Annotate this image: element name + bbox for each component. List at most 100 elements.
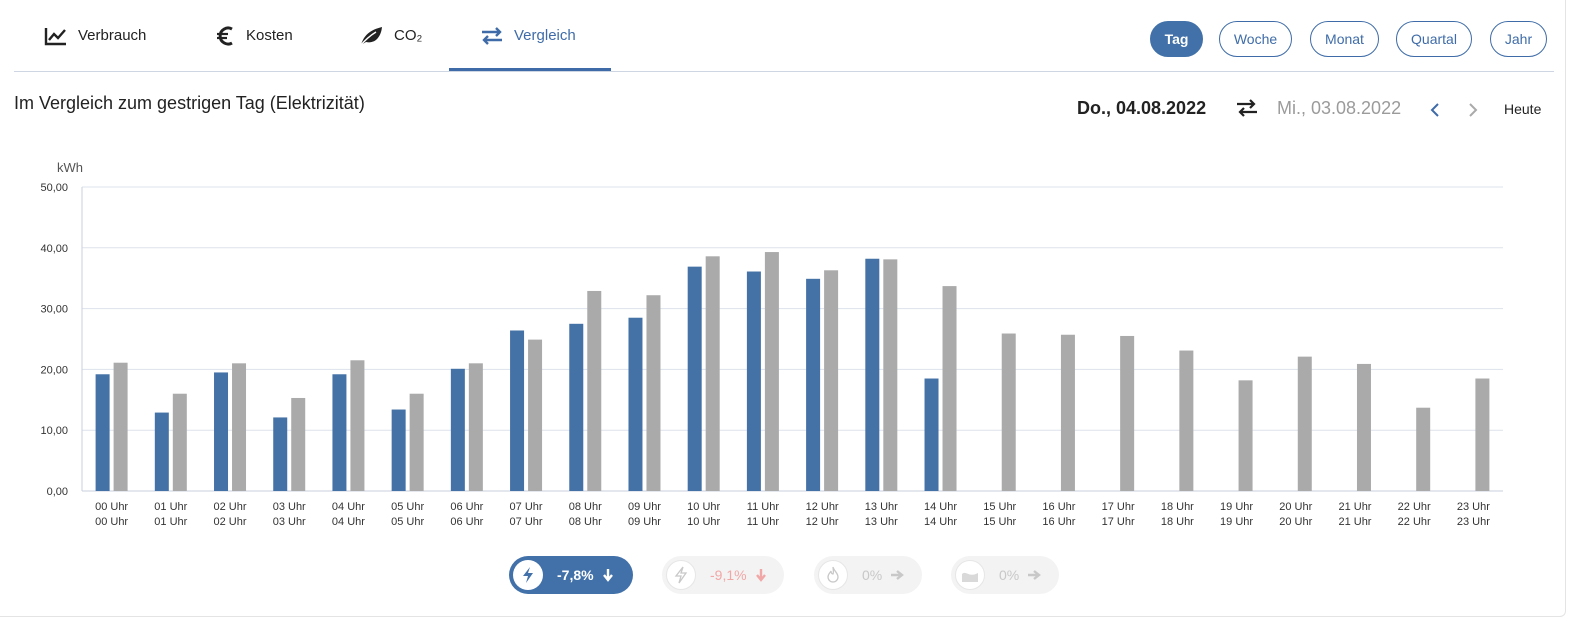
bar-compare-day[interactable] <box>646 295 661 491</box>
trend-chart-icon <box>44 26 68 46</box>
x-tick-label-current: 11 Uhr <box>747 501 780 513</box>
chevron-left-icon[interactable] <box>1426 100 1444 125</box>
x-tick-label-compare: 17 Uhr <box>1102 516 1135 528</box>
leaf-icon <box>358 25 384 47</box>
summary-value: 0% <box>862 567 883 583</box>
x-tick-label-current: 18 Uhr <box>1161 501 1194 513</box>
bar-current-day[interactable] <box>214 372 229 491</box>
x-tick-label-compare: 02 Uhr <box>214 516 247 528</box>
lightning-icon <box>513 560 543 590</box>
x-tick-label-compare: 21 Uhr <box>1338 516 1371 528</box>
bar-compare-day[interactable] <box>1297 356 1312 491</box>
bar-current-day[interactable] <box>450 368 465 491</box>
period-quartal-button[interactable]: Quartal <box>1396 21 1472 57</box>
arrow-right-icon <box>890 569 905 581</box>
bar-compare-day[interactable] <box>1120 335 1135 491</box>
tab-kosten[interactable]: Kosten <box>216 0 293 71</box>
x-tick-label-compare: 13 Uhr <box>865 516 898 528</box>
x-tick-label-compare: 11 Uhr <box>747 516 780 528</box>
bar-compare-day[interactable] <box>113 362 128 491</box>
bar-compare-day[interactable] <box>705 256 720 491</box>
bar-current-day[interactable] <box>273 417 288 491</box>
bar-current-day[interactable] <box>628 317 643 491</box>
tab-co2[interactable]: CO₂ <box>358 0 422 71</box>
y-tick-label: 0,00 <box>47 486 68 498</box>
bar-compare-day[interactable] <box>883 259 898 491</box>
bar-compare-day[interactable] <box>409 393 424 491</box>
x-tick-label-compare: 04 Uhr <box>332 516 365 528</box>
bar-current-day[interactable] <box>687 266 702 491</box>
x-tick-labels: 00 Uhr 00 Uhr 01 Uhr 01 Uhr 02 Uhr 02 Uhr 03 U… <box>95 501 1490 528</box>
bar-compare-day[interactable] <box>764 252 779 491</box>
bar-compare-day[interactable] <box>1356 363 1371 491</box>
bar-current-day[interactable] <box>95 374 110 491</box>
summary-chip-gas[interactable]: 0% <box>814 556 922 594</box>
period-tag-button[interactable]: Tag <box>1150 21 1203 57</box>
bar-compare-day[interactable] <box>172 393 187 491</box>
summary-chip-water[interactable]: 0% <box>951 556 1059 594</box>
bar-compare-day[interactable] <box>350 360 365 491</box>
bar-current-day[interactable] <box>391 409 406 491</box>
x-tick-label-compare: 15 Uhr <box>983 516 1016 528</box>
x-tick-label-compare: 07 Uhr <box>510 516 543 528</box>
y-tick-label: 50,00 <box>40 182 68 194</box>
arrow-down-icon <box>755 568 767 582</box>
period-monat-button[interactable]: Monat <box>1310 21 1379 57</box>
bar-compare-day[interactable] <box>291 397 306 491</box>
x-tick-label-compare: 19 Uhr <box>1220 516 1253 528</box>
x-tick-label-current: 08 Uhr <box>569 501 602 513</box>
x-tick-label-compare: 16 Uhr <box>1042 516 1075 528</box>
tab-vergleich[interactable]: Vergleich <box>480 0 576 71</box>
swap-dates-icon[interactable] <box>1236 98 1258 123</box>
bar-compare-day[interactable] <box>232 363 247 491</box>
current-date[interactable]: Do., 04.08.2022 <box>1077 98 1207 118</box>
bar-current-day[interactable] <box>569 323 584 491</box>
x-tick-label-compare: 06 Uhr <box>450 516 483 528</box>
bar-compare-day[interactable] <box>587 290 602 491</box>
y-tick-label: 10,00 <box>40 425 68 437</box>
x-tick-label-current: 00 Uhr <box>95 501 128 513</box>
period-woche-button[interactable]: Woche <box>1219 21 1292 57</box>
x-tick-label-current: 20 Uhr <box>1279 501 1312 513</box>
x-tick-label-current: 13 Uhr <box>865 501 898 513</box>
tab-verbrauch[interactable]: Verbrauch <box>44 0 146 71</box>
x-tick-label-current: 17 Uhr <box>1102 501 1135 513</box>
chevron-right-icon[interactable] <box>1464 100 1482 125</box>
bar-current-day[interactable] <box>806 278 821 491</box>
x-tick-label-current: 23 Uhr <box>1457 501 1490 513</box>
today-button[interactable]: Heute <box>1504 101 1542 117</box>
bar-compare-day[interactable] <box>1179 350 1194 491</box>
bar-compare-day[interactable] <box>528 339 543 491</box>
summary-chip-electricity-2[interactable]: -9,1% <box>662 556 784 594</box>
x-tick-label-current: 15 Uhr <box>983 501 1016 513</box>
x-tick-label-current: 19 Uhr <box>1220 501 1253 513</box>
summary-chip-electricity[interactable]: -7,8% <box>509 556 633 594</box>
x-tick-label-current: 05 Uhr <box>391 501 424 513</box>
bar-current-day[interactable] <box>924 378 939 491</box>
summary-value: 0% <box>999 567 1020 583</box>
bar-current-day[interactable] <box>154 412 169 491</box>
x-tick-label-current: 06 Uhr <box>450 501 483 513</box>
bar-compare-day[interactable] <box>1238 380 1253 491</box>
bar-current-day[interactable] <box>332 374 347 491</box>
compare-date[interactable]: Mi., 03.08.2022 <box>1277 98 1402 118</box>
bar-compare-day[interactable] <box>1475 378 1490 491</box>
summary-value: -7,8% <box>557 567 594 583</box>
x-tick-label-compare: 05 Uhr <box>391 516 424 528</box>
bar-current-day[interactable] <box>865 258 880 491</box>
water-icon <box>955 560 985 590</box>
bar-compare-day[interactable] <box>1416 407 1431 491</box>
bar-compare-day[interactable] <box>824 270 839 491</box>
bar-compare-day[interactable] <box>468 363 483 491</box>
x-tick-label-compare: 09 Uhr <box>628 516 661 528</box>
bar-compare-day[interactable] <box>942 286 957 491</box>
tab-label: Kosten <box>246 27 293 44</box>
bar-compare-day[interactable] <box>1001 333 1016 491</box>
y-tick-label: 20,00 <box>40 364 68 376</box>
bar-current-day[interactable] <box>510 330 525 491</box>
period-jahr-button[interactable]: Jahr <box>1490 21 1547 57</box>
x-tick-label-current: 22 Uhr <box>1398 501 1431 513</box>
bar-compare-day[interactable] <box>1060 334 1075 491</box>
tab-label: Vergleich <box>514 27 576 44</box>
bar-current-day[interactable] <box>746 271 761 491</box>
